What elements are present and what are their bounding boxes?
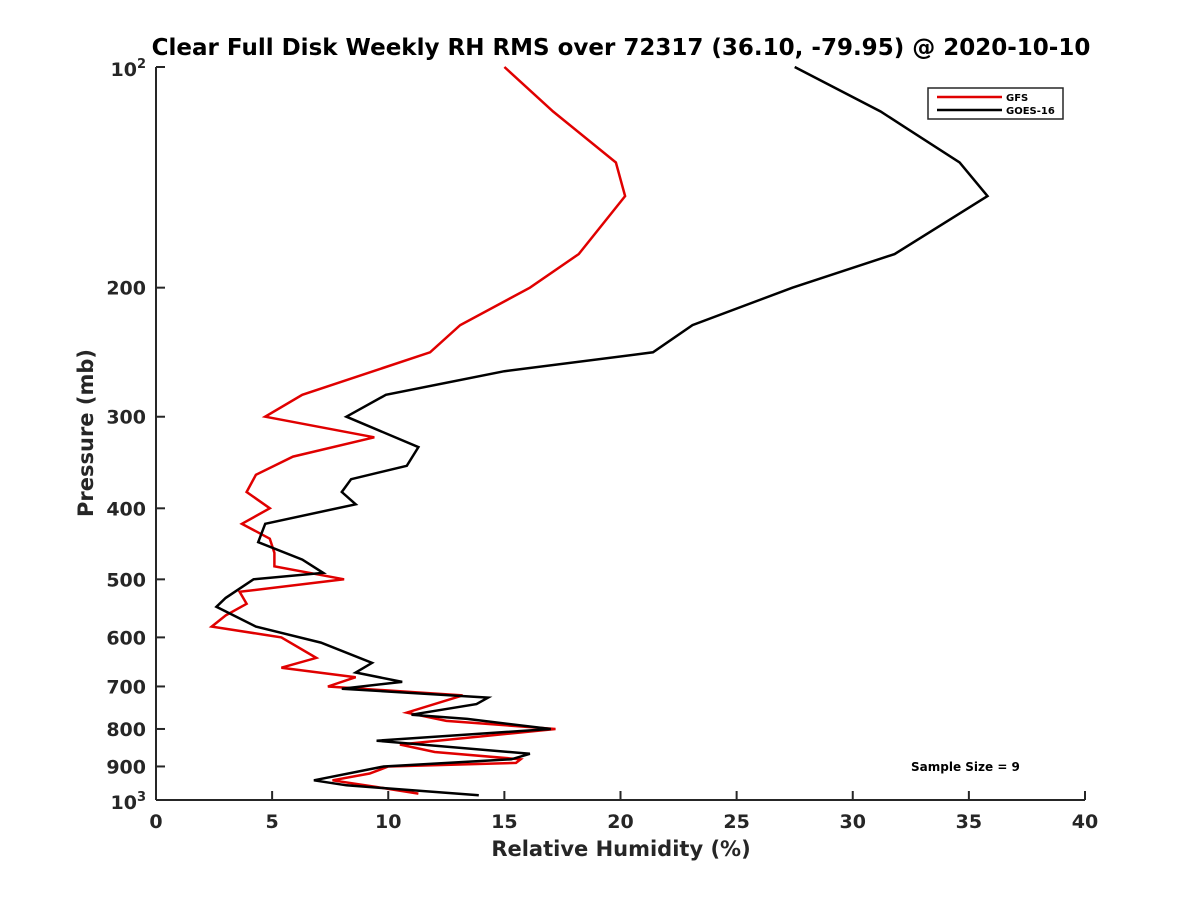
y-tick-label: 800 [106,719,146,741]
legend: GFS GOES-16 [927,87,1064,120]
chart-title: Clear Full Disk Weekly RH RMS over 72317… [152,35,1091,61]
x-tick-label: 10 [375,811,401,833]
y-tick-label: 600 [106,627,146,649]
plot-lines [208,65,990,797]
x-axis-ticks: 0 5 10 15 20 25 30 35 40 [149,791,1098,833]
y-tick-label: 700 [106,676,146,698]
y-tick-label: 102 [111,57,147,81]
y-tick-label: 300 [106,407,146,429]
x-tick-label: 0 [149,811,162,833]
y-axis-label: Pressure (mb) [74,349,98,517]
x-tick-label: 40 [1072,811,1098,833]
y-tick-label: 103 [111,790,147,814]
legend-label-gfs: GFS [1006,93,1028,104]
legend-box [927,87,1064,120]
y-tick-label: 400 [106,498,146,520]
sample-size-annotation: Sample Size = 9 [911,760,1020,774]
x-tick-label: 35 [956,811,982,833]
series-line-gfs [208,66,627,795]
series-line-goes16 [214,65,990,797]
y-tick-label: 900 [106,756,146,778]
x-tick-label: 5 [266,811,279,833]
x-tick-label: 15 [491,811,517,833]
x-axis-label: Relative Humidity (%) [491,837,750,861]
x-tick-label: 20 [607,811,633,833]
legend-label-goes16: GOES-16 [1006,106,1055,117]
y-tick-label: 200 [106,278,146,300]
y-tick-label: 500 [106,569,146,591]
x-tick-label: 30 [840,811,866,833]
x-tick-label: 25 [723,811,749,833]
y-axis-ticks: 102 200 300 400 500 600 700 800 900 103 [106,57,165,814]
